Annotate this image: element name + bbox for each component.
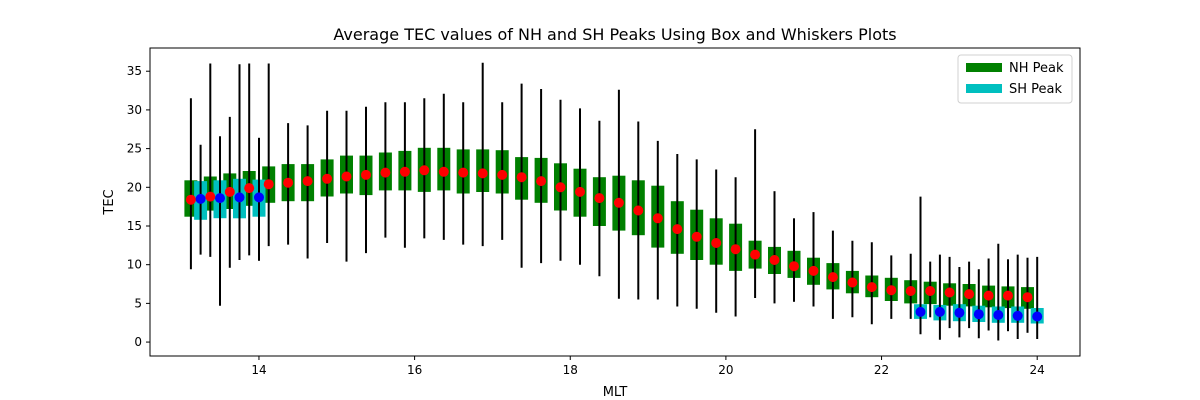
nh-peak-mean-point — [886, 285, 897, 296]
nh-peak-mean-point — [1022, 292, 1033, 303]
x-tick-label: 22 — [874, 363, 889, 377]
legend-label-nh-peak: NH Peak — [1009, 61, 1064, 76]
nh-peak-mean-point — [905, 286, 916, 296]
x-tick-label: 18 — [563, 363, 578, 377]
nh-peak-mean-point — [380, 167, 391, 178]
nh-peak-mean-point — [244, 183, 255, 194]
legend: NH Peak SH Peak — [957, 54, 1073, 104]
sh-peak-mean-point — [195, 193, 206, 204]
nh-peak-mean-point — [458, 167, 469, 178]
nh-peak-mean-point — [652, 213, 663, 224]
y-tick-label: 35 — [127, 64, 142, 78]
nh-peak-mean-point — [399, 166, 410, 177]
plot-frame — [149, 47, 1081, 357]
nh-peak-mean-point — [283, 177, 294, 188]
sh-peak-means — [195, 192, 1043, 322]
sh-peak-mean-point — [1012, 310, 1023, 321]
y-tick-label: 0 — [134, 335, 142, 349]
nh-peak-mean-point — [594, 193, 605, 204]
nh-peak-mean-point — [361, 169, 371, 180]
sh-peak-mean-point — [934, 306, 945, 317]
nh-peak-mean-point — [808, 265, 819, 276]
sh-peak-mean-point — [215, 193, 225, 204]
nh-peak-mean-point — [185, 194, 196, 205]
y-tick-label: 20 — [127, 180, 142, 194]
nh-peak-mean-point — [224, 186, 235, 197]
sh-peak-mean-point — [1032, 311, 1043, 322]
sh-peak-mean-point — [234, 192, 245, 203]
sh-peak-mean-point — [915, 306, 926, 317]
legend-label-sh-peak: SH Peak — [1009, 82, 1063, 97]
nh-peak-mean-point — [438, 166, 449, 177]
sh-peak-mean-point — [993, 310, 1004, 320]
y-tick-label: 25 — [127, 142, 142, 156]
nh-peak-mean-point — [555, 182, 566, 193]
nh-peak-mean-point — [827, 272, 838, 283]
sh-peak-mean-point — [954, 307, 965, 318]
y-tick-label: 30 — [127, 103, 142, 117]
y-axis: 0 5 10 15 20 25 30 35 — [127, 64, 150, 349]
nh-peak-mean-point — [672, 224, 683, 235]
nh-peak-mean-point — [691, 231, 702, 242]
nh-peak-mean-point — [477, 168, 488, 179]
x-tick-label: 16 — [407, 363, 422, 377]
nh-peak-mean-point — [322, 173, 333, 184]
nh-peak-mean-point — [1003, 290, 1013, 301]
legend-swatch-nh-peak — [966, 63, 1002, 72]
nh-peak-mean-point — [575, 186, 585, 197]
nh-peak-mean-point — [964, 289, 975, 300]
x-tick-label: 24 — [1030, 363, 1045, 377]
nh-peak-mean-point — [419, 165, 430, 176]
nh-peak-mean-point — [847, 277, 858, 288]
nh-peak-mean-point — [302, 176, 313, 187]
nh-peak-mean-point — [633, 205, 644, 216]
nh-peak-means — [185, 165, 1033, 303]
nh-peak-mean-point — [983, 290, 994, 301]
legend-swatch-sh-peak — [966, 84, 1002, 93]
nh-peak-mean-point — [750, 249, 761, 260]
nh-peak-mean-point — [925, 286, 936, 296]
nh-peak-mean-point — [536, 176, 547, 187]
nh-peak-mean-point — [866, 282, 877, 293]
nh-peak-mean-point — [497, 169, 508, 180]
x-axis-label: MLT — [603, 385, 628, 400]
nh-peak-mean-point — [944, 287, 955, 298]
nh-peak-mean-point — [613, 197, 624, 208]
y-tick-label: 5 — [134, 296, 142, 310]
y-tick-label: 10 — [127, 258, 142, 272]
y-axis-label: TEC — [102, 189, 117, 215]
x-axis: 14 16 18 20 22 24 — [251, 356, 1045, 377]
sh-peak-mean-point — [254, 192, 264, 203]
nh-peak-mean-point — [263, 179, 274, 190]
sh-peak-mean-point — [973, 309, 984, 320]
nh-peak-mean-point — [341, 171, 352, 182]
nh-peak-mean-point — [205, 191, 216, 202]
y-tick-label: 15 — [127, 219, 142, 233]
nh-peak-mean-point — [769, 255, 780, 265]
nh-peak-mean-point — [730, 244, 741, 255]
x-tick-label: 14 — [251, 363, 266, 377]
x-tick-label: 20 — [718, 363, 733, 377]
nh-peak-mean-point — [516, 172, 527, 183]
nh-peak-mean-point — [711, 238, 722, 248]
nh-peak-mean-point — [789, 261, 799, 272]
plot-marks — [184, 62, 1044, 341]
chart-title: Average TEC values of NH and SH Peaks Us… — [333, 25, 896, 44]
